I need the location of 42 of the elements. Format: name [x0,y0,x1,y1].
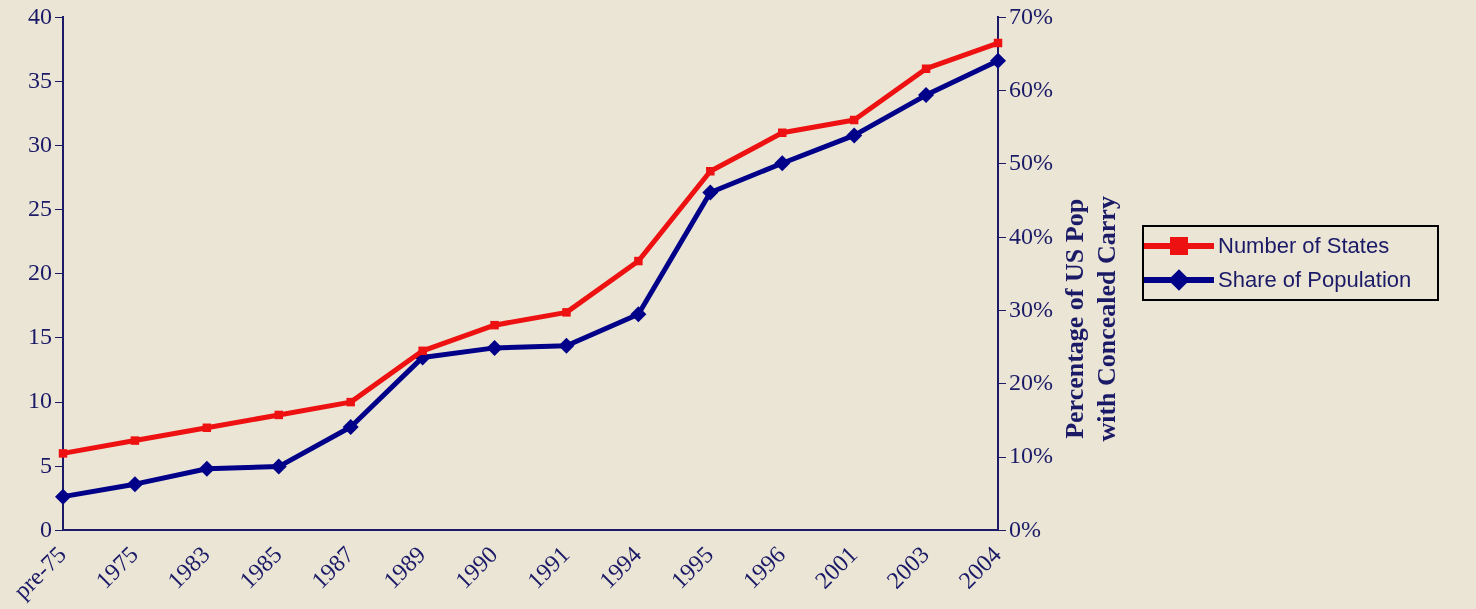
y2-tick-label: 70% [1009,2,1054,29]
y2-tick-label: 0% [1009,515,1042,542]
y-tick-label: 15 [28,323,52,350]
y-tick-label: 10 [28,387,52,414]
point [486,339,503,356]
point [130,436,140,445]
y-tick-label: 30 [28,130,52,157]
point [418,346,427,356]
point [774,155,791,172]
point [342,419,359,436]
point [198,460,215,477]
point [558,337,575,354]
point [918,87,935,104]
point [562,308,571,317]
point [126,476,143,493]
y-tick-label: 20 [28,259,52,286]
y-tick-label: 0 [40,515,52,542]
point [630,306,647,323]
y2-axis-title: Percentage of US Pop with Concealed Carry [1059,196,1121,442]
point [706,167,715,176]
point [490,320,499,330]
y2-tick-label: 60% [1009,75,1054,102]
y-tick-label: 35 [28,66,52,93]
point [346,397,355,407]
legend-label: Share of Population [1218,267,1412,293]
point [58,449,68,458]
point [270,458,287,475]
legend-label: Number of States [1218,233,1390,259]
point [634,256,643,266]
y-tick-label: 40 [28,2,52,29]
y-tick-label: 5 [40,451,52,478]
y2-tick-label: 40% [1009,222,1054,249]
point [990,52,1007,69]
y2-tick-label: 50% [1009,149,1054,176]
y-tick-label: 25 [28,195,52,222]
y2-tick-label: 10% [1009,442,1054,469]
y2-tick-label: 30% [1009,295,1054,322]
point [846,127,863,144]
point [55,488,71,505]
point [921,64,931,73]
y2-tick-label: 20% [1009,369,1054,396]
point [702,184,719,201]
